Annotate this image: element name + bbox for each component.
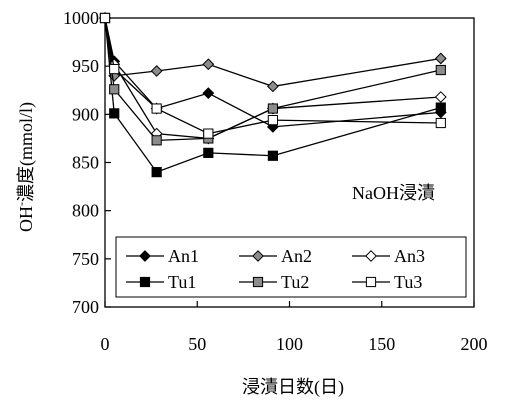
data-point-tu2 (151, 135, 162, 146)
x-tick-label: 0 (101, 334, 110, 354)
data-point-an2 (434, 52, 447, 65)
series-line-an3 (104, 17, 441, 140)
legend-item-an3: An3 (352, 246, 425, 266)
legend-box (115, 236, 467, 298)
data-point-tu2 (267, 103, 278, 114)
data-point-an2 (150, 65, 163, 77)
plot-area: 700 750 800 850 900 950 1000 0 50 100 150 200 (63, 8, 488, 354)
data-point-tu1 (151, 167, 162, 178)
x-tick-label: 150 (368, 334, 395, 354)
data-point-tu3 (109, 63, 120, 75)
data-point-tu1 (203, 147, 214, 158)
legend-marker-an2 (252, 250, 264, 262)
data-point-an2 (202, 58, 215, 71)
y-tick-label: 850 (72, 153, 99, 173)
legend-item-an2: An2 (239, 246, 312, 266)
legend-marker-an1 (139, 250, 151, 262)
chart-annotation: NaOH浸漬 (352, 183, 435, 203)
legend-label: Tu3 (394, 272, 422, 292)
series-an2 (99, 12, 447, 93)
data-point-tu3 (203, 128, 214, 139)
legend-item-tu2: Tu2 (239, 272, 309, 292)
y-tick-label: 750 (72, 249, 99, 269)
data-point-an3 (434, 91, 447, 103)
legend-marker-tu1 (139, 276, 151, 288)
data-point-tu3 (151, 103, 162, 114)
data-point-an2 (266, 80, 279, 93)
legend-label: Tu2 (281, 272, 309, 292)
legend: An1 An2 An3 Tu1 Tu2 Tu3 (115, 236, 467, 298)
x-tick-label: 100 (276, 334, 303, 354)
y-tick-label: 950 (72, 56, 99, 76)
series-line-tu3 (104, 17, 441, 135)
y-tick-label: 900 (72, 104, 99, 124)
data-point-tu2 (109, 84, 120, 95)
legend-label: An2 (281, 246, 312, 266)
y-tick-label: 700 (72, 297, 99, 317)
data-point-tu1 (435, 102, 446, 113)
y-tick-label: 1000 (63, 8, 99, 28)
y-axis-label: OH-濃度(mmol/l) (14, 102, 37, 232)
x-axis-label: 浸漬日数(日) (242, 377, 344, 398)
series-line-tu2 (104, 17, 441, 142)
legend-marker-an3 (365, 250, 377, 262)
series-line-tu1 (104, 17, 441, 173)
series-tu1 (99, 12, 446, 178)
data-point-tu1 (267, 150, 278, 161)
data-point-tu3 (435, 117, 446, 129)
legend-item-tu3: Tu3 (352, 272, 422, 292)
series-line-an2 (104, 17, 441, 88)
data-point-tu3 (267, 115, 278, 126)
legend-label: Tu1 (168, 272, 196, 292)
series-tu3 (99, 12, 446, 139)
y-tick-label: 800 (72, 201, 99, 221)
series-layer (99, 12, 447, 178)
x-tick-label: 200 (461, 334, 488, 354)
legend-item-tu1: Tu1 (126, 272, 196, 292)
data-point-tu3 (99, 12, 111, 24)
legend-marker-tu3 (365, 276, 377, 288)
legend-label: An1 (168, 246, 199, 266)
legend-label: An3 (394, 246, 425, 266)
data-point-an1 (202, 87, 215, 100)
legend-marker-tu2 (252, 276, 264, 288)
data-point-tu1 (109, 108, 120, 119)
legend-item-an1: An1 (126, 246, 199, 266)
x-tick-label: 50 (188, 334, 206, 354)
data-point-tu2 (435, 64, 446, 76)
